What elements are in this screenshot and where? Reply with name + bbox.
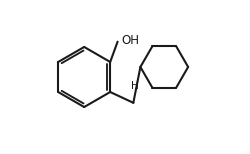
Text: H: H [131,81,138,91]
Text: OH: OH [122,34,140,47]
